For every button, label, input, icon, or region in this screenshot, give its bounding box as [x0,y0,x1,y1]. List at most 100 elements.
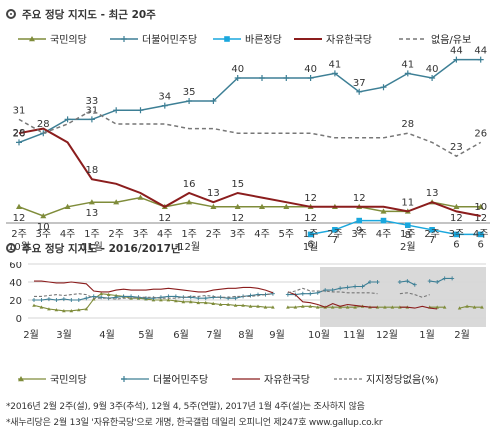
point [450,276,455,281]
legend-item-jayu: 자유한국당 [294,34,372,46]
point [76,298,81,302]
point [211,301,215,305]
data-label: 12 [158,213,171,224]
point [166,298,171,302]
point [405,279,410,284]
data-label: 31 [13,105,26,116]
point [353,284,358,289]
x-tick-label: 1주 [181,229,197,240]
legend-label: 자유한국당 [326,34,372,46]
point [47,307,51,311]
point [186,199,193,205]
legend-item-jayu: 자유한국당 [232,374,310,386]
point [64,116,71,123]
data-label: 34 [158,92,171,103]
legend-item-none: 없음/유보 [399,33,471,46]
legend-item-minui: 국민의당 [18,34,87,46]
point [465,304,469,308]
point [356,217,362,224]
point [32,303,36,307]
point [233,296,238,301]
point [181,300,186,304]
legend-item-bareun: 바른정당 [213,34,282,46]
month-label: 10월 [308,329,330,341]
point [189,300,193,304]
chart2-x-axis: 2월 3월 4월 5월 6월 7월 8월 9월 10월 11월 12월 1월 2월 [23,329,470,341]
point [398,305,402,309]
month-label: 8월 [238,329,254,341]
point [158,295,163,300]
point [233,303,238,307]
x-tick-label: 1주 [303,229,319,240]
point [144,296,148,301]
point [390,305,395,309]
data-label: 7 [332,235,338,246]
point [259,203,265,209]
data-label: 12 [304,213,317,224]
point [248,293,253,298]
point [173,294,178,299]
point [283,75,290,81]
month-label: 2월 [23,329,39,341]
data-label: 37 [353,78,366,89]
x-month-label: 12월 [178,241,200,253]
legend-label: 바른정당 [245,34,282,46]
month-label: 4월 [99,329,115,341]
legend-item-minui: 국민의당 [18,374,87,386]
point [137,194,144,200]
data-label: 12 [474,213,487,224]
data-label: 10 [37,222,50,233]
point [99,291,103,296]
point [338,286,343,291]
point [234,203,241,209]
x-tick-label: 3주 [449,229,465,240]
x-tick-label: 2주 [424,229,440,240]
point [248,304,253,308]
legend-marker [121,36,127,42]
point [383,305,387,309]
series-line [18,58,481,144]
legend-label: 더불어민주당 [142,34,197,46]
series2-none [34,287,430,300]
x-tick-label: 3주 [133,229,149,240]
point [69,298,74,302]
point [477,203,484,209]
series-jayu: 28 18 16 13 15 12 12 11 13 10 [13,127,487,217]
point [84,307,89,311]
point [188,295,193,300]
point [308,304,313,308]
point [64,203,71,209]
point [46,297,51,302]
point [380,208,387,214]
data-label: 15 [231,179,244,190]
point [345,285,350,290]
point [345,305,350,309]
point [353,305,357,309]
series-line [310,219,481,236]
data-label: 16 [183,179,196,190]
data-label: 26 [13,128,26,139]
point [477,231,484,238]
point [412,282,417,287]
series-line [34,280,438,310]
data-label: 18 [86,165,99,176]
x-tick-label: 4주 [254,229,270,240]
title-bullet-icon [6,9,16,19]
data-label: 13 [207,188,220,199]
legend-label: 국민의당 [50,374,87,386]
point [271,305,275,309]
point [106,292,111,296]
data-label: 28 [37,119,50,130]
point [323,288,328,293]
point [429,227,435,233]
data-label: 9 [356,226,362,237]
legend-marker [29,36,35,42]
point [186,98,193,104]
y-tick-label: 0 [16,314,22,325]
x-tick-label: 4주 [473,229,489,240]
x-tick-label: 3주 [36,229,52,240]
title-bullet-icon [6,243,16,253]
point [435,305,439,309]
data-label: 41 [329,59,342,70]
